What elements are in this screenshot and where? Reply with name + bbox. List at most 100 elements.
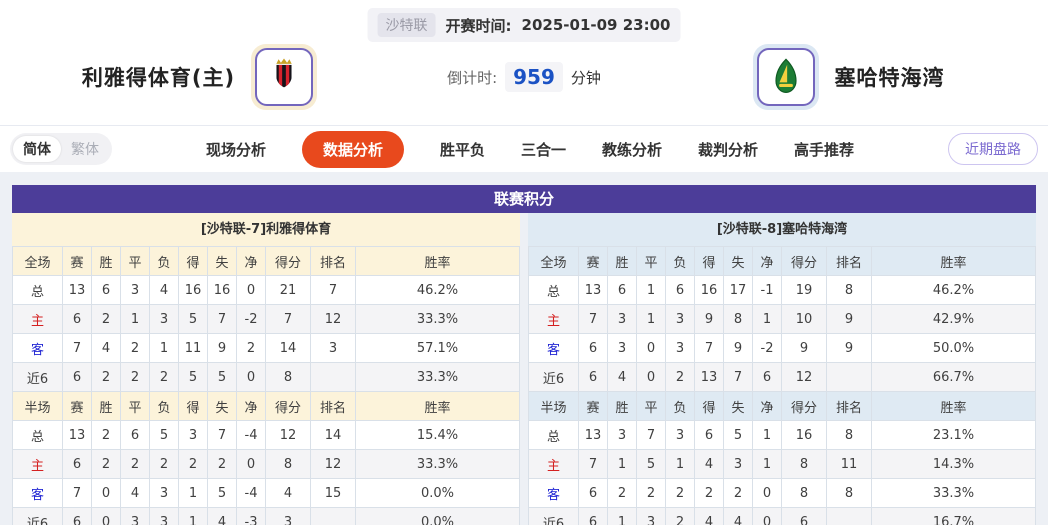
stat-cell: 12 xyxy=(265,420,311,450)
stat-cell: 42.9% xyxy=(871,304,1036,334)
stat-cell: 5 xyxy=(207,362,237,392)
column-header: 胜 xyxy=(91,391,121,421)
table-row: 主 6 2 2 2 2 2 0 8 12 33.3% xyxy=(12,449,520,479)
stat-cell: 66.7% xyxy=(871,362,1036,392)
stat-cell: 0 xyxy=(636,362,666,392)
stat-cell: 7 xyxy=(578,304,608,334)
stat-cell: 3 xyxy=(149,507,179,525)
column-header: 胜率 xyxy=(871,391,1036,421)
stat-cell: 3 xyxy=(607,333,637,363)
column-header: 半场 xyxy=(12,391,63,421)
stat-cell: 1 xyxy=(178,478,208,508)
stat-cell: 7 xyxy=(723,362,753,392)
stat-cell: 6 xyxy=(62,362,92,392)
stat-cell: 1 xyxy=(752,449,782,479)
kickoff-time: 2025-01-09 23:00 xyxy=(521,16,671,34)
stat-cell: 8 xyxy=(826,275,872,305)
stat-cell: 50.0% xyxy=(871,333,1036,363)
stat-cell: 3 xyxy=(178,420,208,450)
stat-cell: 4 xyxy=(694,449,724,479)
stat-cell: 2 xyxy=(91,420,121,450)
recent-trend-button[interactable]: 近期盘路 xyxy=(948,133,1038,165)
stat-cell: 6 xyxy=(665,275,695,305)
stat-cell: 0 xyxy=(752,507,782,525)
nav-tab[interactable]: 胜平负 xyxy=(439,140,485,159)
stat-cell: 13 xyxy=(578,420,608,450)
stat-cell: 9 xyxy=(723,333,753,363)
table-row: 总 13 6 1 6 16 17 -1 19 8 46.2% xyxy=(528,275,1036,305)
home-stats-table: [沙特联-7]利雅得体育 全场赛胜平负得失净得分 排名 胜率 总 13 6 3 4 16 16 0… xyxy=(12,213,520,525)
table-row: 客 7 4 2 1 11 9 2 14 3 57.1% xyxy=(12,333,520,363)
stat-cell: 2 xyxy=(665,478,695,508)
stat-cell: 1 xyxy=(636,304,666,334)
column-header: 平 xyxy=(120,246,150,276)
nav-tab[interactable]: 现场分析 xyxy=(205,140,266,159)
column-header: 失 xyxy=(207,391,237,421)
table-row: 近6 6 2 2 2 5 5 0 8 33.3% xyxy=(12,362,520,392)
column-header: 得分 xyxy=(781,246,827,276)
lang-traditional[interactable]: 繁体 xyxy=(71,142,99,158)
stat-cell: 1 xyxy=(752,304,782,334)
stat-cell: 2 xyxy=(665,362,695,392)
kickoff-label: 开赛时间: xyxy=(445,16,512,35)
stat-cell: 5 xyxy=(178,362,208,392)
stat-cell: 8 xyxy=(826,420,872,450)
stat-cell: 3 xyxy=(665,333,695,363)
stat-cell: 5 xyxy=(723,420,753,450)
column-header: 胜率 xyxy=(355,391,520,421)
lang-simplified[interactable]: 简体 xyxy=(13,136,61,162)
nav-tabs: 现场分析 数据分析 胜平负 三合一 教练分析 裁判分析 高手推荐 xyxy=(112,130,948,168)
stat-cell: 4 xyxy=(265,478,311,508)
column-header: 失 xyxy=(723,246,753,276)
nav-tab[interactable]: 高手推荐 xyxy=(794,140,855,159)
stat-cell: 7 xyxy=(310,275,356,305)
stat-cell: 2 xyxy=(91,362,121,392)
row-label: 客 xyxy=(528,333,579,363)
stat-cell: 2 xyxy=(120,362,150,392)
nav-tab[interactable]: 数据分析 xyxy=(301,130,404,168)
stat-cell: 0 xyxy=(91,507,121,525)
stat-cell: 3 xyxy=(665,304,695,334)
column-header: 半场 xyxy=(528,391,579,421)
stat-cell xyxy=(826,362,872,392)
away-team: 塞哈特海湾 xyxy=(649,44,1048,110)
stat-cell: 6 xyxy=(62,507,92,525)
nav-tab[interactable]: 教练分析 xyxy=(602,140,663,159)
stat-cell: 0.0% xyxy=(355,478,520,508)
stat-cell: 0 xyxy=(752,478,782,508)
league-badge: 沙特联 xyxy=(377,13,436,37)
stat-cell: 2 xyxy=(120,333,150,363)
column-header: 赛 xyxy=(578,246,608,276)
stat-cell: -2 xyxy=(752,333,782,363)
stat-cell: 2 xyxy=(723,478,753,508)
nav-tab[interactable]: 三合一 xyxy=(520,140,566,159)
table-row: 近6 6 4 0 2 13 7 6 12 66.7% xyxy=(528,362,1036,392)
stat-cell: 13 xyxy=(578,275,608,305)
stat-cell: 11 xyxy=(178,333,208,363)
table-row: 客 7 0 4 3 1 5 -4 4 15 0.0% xyxy=(12,478,520,508)
stat-cell: 23.1% xyxy=(871,420,1036,450)
row-label: 近6 xyxy=(528,507,579,525)
stat-cell: -4 xyxy=(236,478,266,508)
stat-cell: 7 xyxy=(694,333,724,363)
table-row: 主 7 3 1 3 9 8 1 10 9 42.9% xyxy=(528,304,1036,334)
stat-cell: 0 xyxy=(636,333,666,363)
column-header: 胜率 xyxy=(871,246,1036,276)
countdown-unit: 分钟 xyxy=(570,68,601,87)
column-header: 得 xyxy=(178,391,208,421)
nav-tab[interactable]: 裁判分析 xyxy=(698,140,759,159)
stat-cell: 2 xyxy=(636,478,666,508)
stat-cell: 4 xyxy=(91,333,121,363)
table-row: 客 6 3 0 3 7 9 -2 9 9 50.0% xyxy=(528,333,1036,363)
column-header: 负 xyxy=(665,246,695,276)
stat-cell: 3 xyxy=(120,275,150,305)
stat-cell: 6 xyxy=(578,333,608,363)
stat-cell: 9 xyxy=(781,333,827,363)
column-header: 得 xyxy=(694,246,724,276)
full-time-header-row: 全场赛胜平负得失净得分 排名 胜率 xyxy=(528,246,1036,276)
stat-cell: 3 xyxy=(265,507,311,525)
stat-cell: 4 xyxy=(694,507,724,525)
stat-cell: 1 xyxy=(149,333,179,363)
stat-cell: 8 xyxy=(826,478,872,508)
column-header: 全场 xyxy=(12,246,63,276)
